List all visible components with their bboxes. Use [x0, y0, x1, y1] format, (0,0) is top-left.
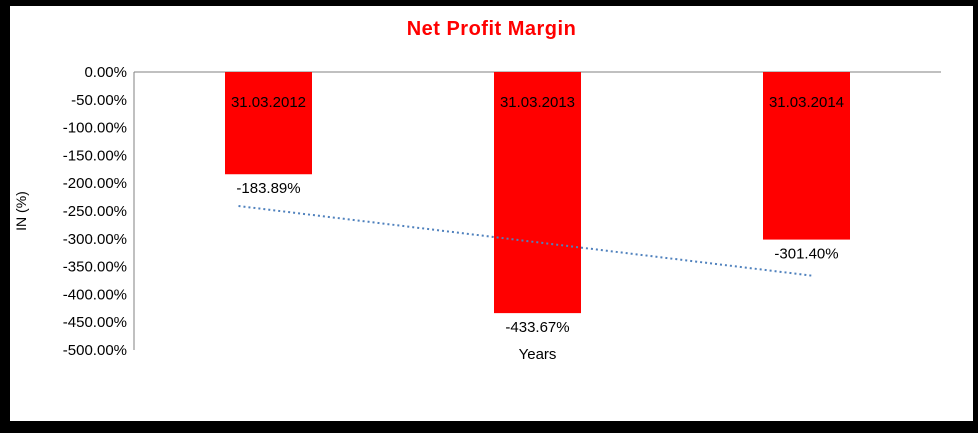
- y-tick-label: -400.00%: [63, 286, 127, 303]
- y-tick-label: -500.00%: [63, 342, 127, 359]
- y-axis-title: IN (%): [13, 191, 29, 231]
- y-tick-label: -50.00%: [71, 92, 127, 109]
- y-tick-label: -100.00%: [63, 120, 127, 137]
- category-label: 31.03.2012: [231, 94, 306, 111]
- y-tick-label: -450.00%: [63, 314, 127, 331]
- bar: [763, 72, 850, 240]
- net-profit-margin-chart: 0.00% -50.00% -100.00% -150.00% -200.00% -250…: [13, 64, 941, 363]
- bar-value-label: -433.67%: [505, 319, 569, 336]
- bar-value-label: -301.40%: [774, 246, 838, 263]
- bar: [494, 72, 581, 314]
- y-tick-label: 0.00%: [84, 64, 127, 81]
- bar-value-label: -183.89%: [236, 180, 300, 197]
- y-tick-label: -200.00%: [63, 175, 127, 192]
- chart-title: Net Profit Margin: [406, 18, 577, 40]
- bar: [225, 72, 312, 175]
- category-label: 31.03.2014: [769, 94, 844, 111]
- y-tick-label: -350.00%: [63, 259, 127, 276]
- x-axis-title: Years: [519, 346, 557, 363]
- y-tick-label: -150.00%: [63, 147, 127, 164]
- y-tick-label: -250.00%: [63, 203, 127, 220]
- trendline: [238, 205, 812, 277]
- y-tick-label: -300.00%: [63, 231, 127, 248]
- category-label: 31.03.2013: [500, 94, 575, 111]
